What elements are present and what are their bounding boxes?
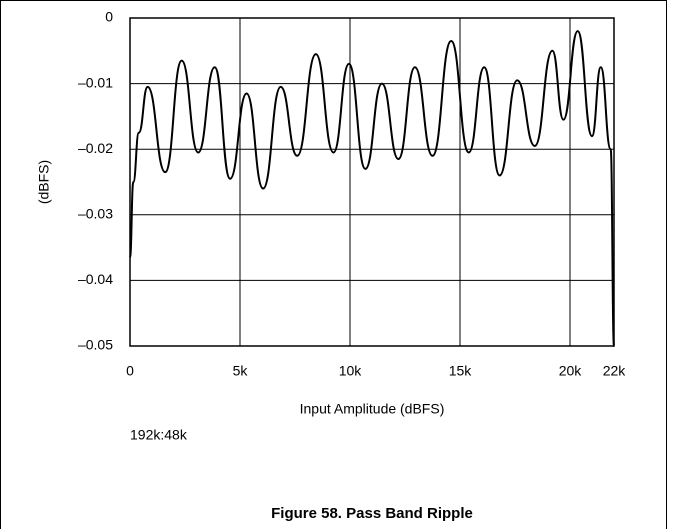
x-tick-label: 20k — [559, 363, 583, 379]
y-tick-label: –0.04 — [78, 271, 113, 287]
y-axis-label: (dBFS) — [36, 160, 52, 204]
plot-area — [129, 17, 615, 347]
x-tick-label: 22k — [603, 363, 627, 379]
y-tick-label: –0.01 — [78, 74, 113, 90]
x-tick-label: 0 — [126, 363, 134, 379]
y-tick-label: –0.05 — [78, 337, 113, 353]
chart-title: Figure 58. Pass Band Ripple — [271, 505, 473, 522]
y-tick-label: –0.02 — [78, 140, 113, 156]
annotation: 192k:48k — [130, 427, 188, 443]
x-tick-label: 5k — [233, 363, 249, 379]
y-tick-label: 0 — [105, 9, 113, 25]
line-series — [129, 30, 615, 347]
y-tick-label: –0.03 — [78, 206, 113, 222]
x-tick-label: 10k — [339, 363, 363, 379]
x-axis-label: Input Amplitude (dBFS) — [300, 401, 445, 417]
x-tick-label: 15k — [449, 363, 473, 379]
